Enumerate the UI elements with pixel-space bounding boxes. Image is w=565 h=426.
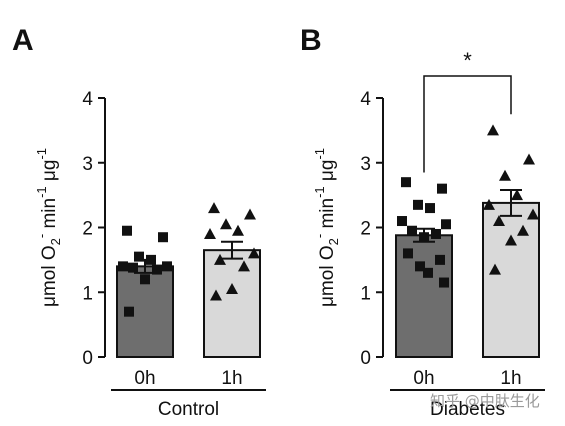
data-point-square bbox=[401, 177, 411, 188]
y-axis-label-part: -1 bbox=[34, 148, 49, 160]
y-axis-label-part: min bbox=[317, 198, 338, 234]
y-axis-label-part: -1 bbox=[312, 148, 327, 160]
bar-1h bbox=[482, 201, 540, 358]
data-point-triangle bbox=[232, 224, 244, 236]
data-point-triangle bbox=[244, 208, 256, 220]
y-axis-label-part: μmol O bbox=[317, 245, 338, 307]
panel-letter: A bbox=[12, 24, 34, 57]
x-tick-label: 1h bbox=[221, 368, 242, 389]
data-point-triangle bbox=[483, 198, 495, 210]
y-axis-label-part: μmol O bbox=[39, 245, 60, 307]
data-point-triangle bbox=[517, 224, 529, 236]
y-tick-label: 2 bbox=[82, 219, 93, 240]
data-point-square bbox=[403, 248, 413, 259]
data-point-square bbox=[431, 228, 441, 239]
data-point-triangle bbox=[489, 263, 501, 275]
y-axis-label-part: μg bbox=[39, 160, 60, 187]
y-axis-label-part: - bbox=[312, 234, 327, 238]
y-axis-label: μmol O2- min-1 μg-1 bbox=[34, 148, 63, 307]
data-point-triangle bbox=[220, 218, 232, 230]
y-tick-label: 3 bbox=[82, 154, 93, 175]
data-point-triangle bbox=[523, 153, 535, 165]
data-point-square bbox=[162, 261, 172, 272]
significance-star: * bbox=[463, 48, 472, 73]
data-point-square bbox=[425, 203, 435, 214]
watermark-text: 知乎 @中肽生化 bbox=[430, 392, 540, 410]
y-axis-label: μmol O2- min-1 μg-1 bbox=[312, 148, 341, 307]
y-axis-label-part: 2 bbox=[48, 238, 63, 245]
data-point-square bbox=[415, 261, 425, 272]
data-point-square bbox=[124, 306, 134, 317]
data-point-square bbox=[146, 254, 156, 265]
data-point-square bbox=[128, 262, 138, 273]
y-tick-label: 4 bbox=[82, 89, 93, 110]
y-axis-label-part: 2 bbox=[326, 238, 341, 245]
y-axis-label-part: -1 bbox=[312, 186, 327, 198]
data-point-triangle bbox=[210, 289, 222, 301]
y-axis-label-part: min bbox=[39, 198, 60, 234]
significance-bracket bbox=[423, 75, 512, 173]
data-point-square bbox=[122, 225, 132, 236]
data-point-triangle bbox=[208, 202, 220, 214]
data-point-square bbox=[158, 232, 168, 243]
y-tick-label: 0 bbox=[82, 348, 93, 369]
data-point-square bbox=[437, 183, 447, 194]
data-point-triangle bbox=[505, 234, 517, 246]
data-point-square bbox=[435, 254, 445, 265]
data-point-square bbox=[413, 199, 423, 210]
data-point-triangle bbox=[527, 208, 539, 220]
data-point-triangle bbox=[493, 215, 505, 227]
data-point-square bbox=[134, 251, 144, 262]
data-point-triangle bbox=[214, 253, 226, 265]
data-point-square bbox=[423, 267, 433, 278]
data-point-triangle bbox=[238, 260, 250, 272]
data-point-triangle bbox=[226, 283, 238, 295]
group-label: Control bbox=[158, 399, 219, 420]
y-tick-label: 1 bbox=[360, 283, 371, 304]
data-point-triangle bbox=[511, 189, 523, 201]
data-point-triangle bbox=[204, 227, 216, 239]
data-point-triangle bbox=[499, 169, 511, 181]
y-axis-label-part: -1 bbox=[34, 186, 49, 198]
data-point-square bbox=[441, 219, 451, 230]
group-label: Diabetes bbox=[430, 399, 505, 420]
panel-letter: B bbox=[300, 24, 322, 57]
data-point-square bbox=[140, 274, 150, 285]
y-tick-label: 4 bbox=[360, 89, 371, 110]
data-point-square bbox=[118, 261, 128, 272]
data-point-square bbox=[439, 277, 449, 288]
y-tick-label: 3 bbox=[360, 154, 371, 175]
y-axis-label-part: μg bbox=[317, 160, 338, 187]
y-tick-label: 0 bbox=[360, 348, 371, 369]
data-point-square bbox=[152, 264, 162, 275]
data-point-square bbox=[407, 225, 417, 236]
x-tick-label: 0h bbox=[413, 368, 434, 389]
y-tick-label: 2 bbox=[360, 219, 371, 240]
y-axis-label-part: - bbox=[34, 234, 49, 238]
data-point-triangle bbox=[248, 247, 260, 259]
x-tick-label: 1h bbox=[500, 368, 521, 389]
bar-1h bbox=[203, 249, 261, 359]
data-point-square bbox=[419, 232, 429, 243]
data-point-triangle bbox=[487, 124, 499, 136]
y-tick-label: 1 bbox=[82, 283, 93, 304]
x-tick-label: 0h bbox=[134, 368, 155, 389]
data-point-square bbox=[397, 216, 407, 227]
